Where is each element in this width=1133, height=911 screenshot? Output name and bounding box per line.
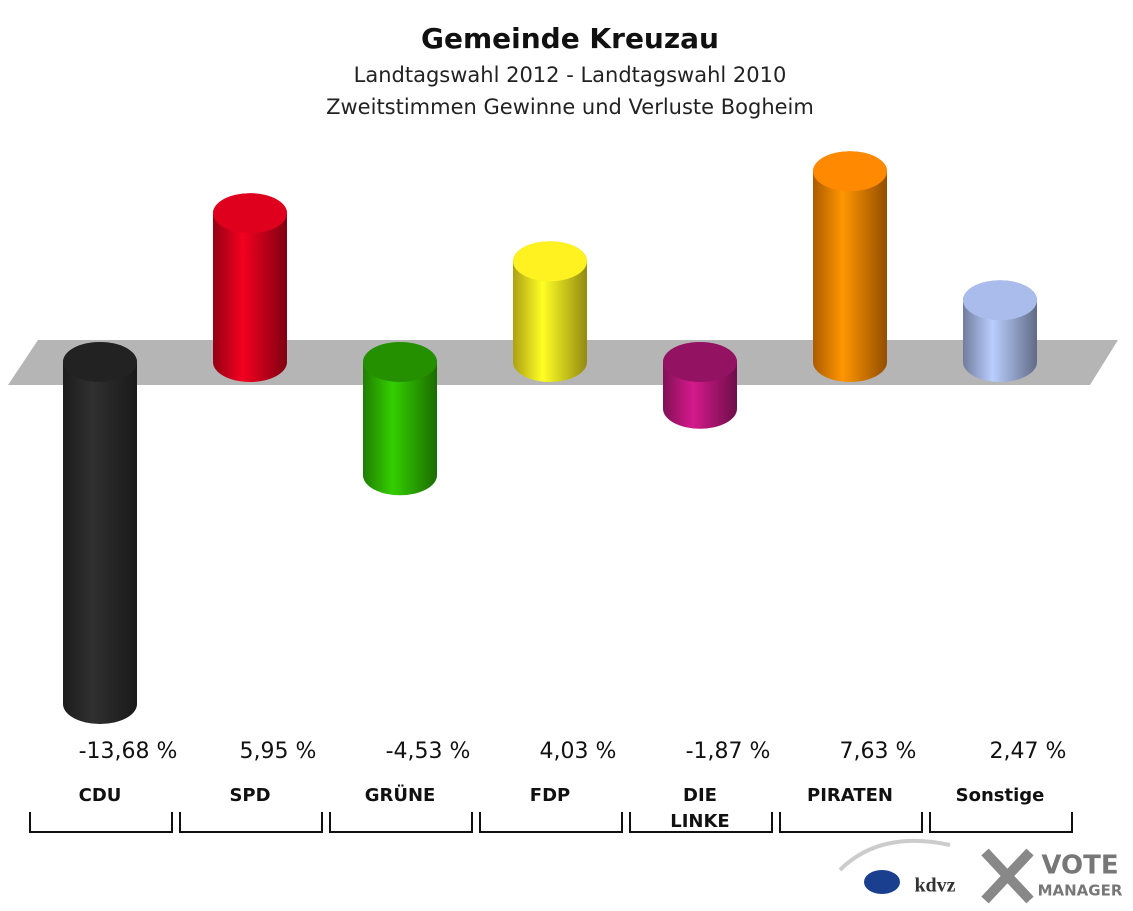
brand: kdvz — [914, 875, 955, 897]
category-bracket — [479, 812, 623, 833]
x-tick-label: DIE LINKE — [670, 785, 729, 832]
value-label: -4,53 % — [386, 739, 471, 764]
bar — [813, 151, 887, 382]
value-label: -13,68 % — [79, 739, 178, 764]
bar-cap — [513, 241, 587, 282]
bar — [363, 342, 437, 496]
chart-subtitle: Landtagswahl 2012 - Landtagswahl 2010 — [354, 63, 787, 87]
x-tick-label: SPD — [229, 785, 270, 806]
bar-cap — [63, 342, 137, 382]
logo: kdvz VOTE MANAGER — [838, 838, 1123, 904]
x-tick-label: CDU — [79, 785, 122, 806]
bar-cap — [663, 342, 737, 382]
chart-subtitle: Zweitstimmen Gewinne und Verluste Boghei… — [326, 95, 814, 119]
category-bracket — [779, 812, 923, 833]
value-label: 2,47 % — [990, 739, 1067, 764]
value-label: 4,03 % — [540, 739, 617, 764]
x-tick-label: Sonstige — [956, 785, 1045, 806]
category-bracket — [629, 812, 773, 833]
logo-bottom: MANAGER — [1038, 882, 1123, 900]
chart-title: Gemeinde Kreuzau — [421, 22, 719, 55]
bar-cap — [213, 193, 287, 234]
value-label: -1,87 % — [686, 739, 771, 764]
bar-cap — [963, 280, 1037, 321]
bar-cap — [813, 151, 887, 192]
bar — [213, 193, 287, 382]
category-bracket — [329, 812, 473, 833]
bar-cap — [363, 342, 437, 382]
value-label: 7,63 % — [840, 739, 917, 764]
bar — [63, 342, 137, 724]
value-label: 5,95 % — [240, 739, 317, 764]
category-bracket — [929, 812, 1073, 833]
category-bracket — [179, 812, 323, 833]
x-tick-label: FDP — [530, 785, 570, 806]
x-tick-label: PIRATEN — [807, 785, 893, 806]
logo-top: VOTE — [1041, 851, 1118, 881]
category-bracket — [29, 812, 173, 833]
x-tick-label: GRÜNE — [365, 784, 436, 806]
